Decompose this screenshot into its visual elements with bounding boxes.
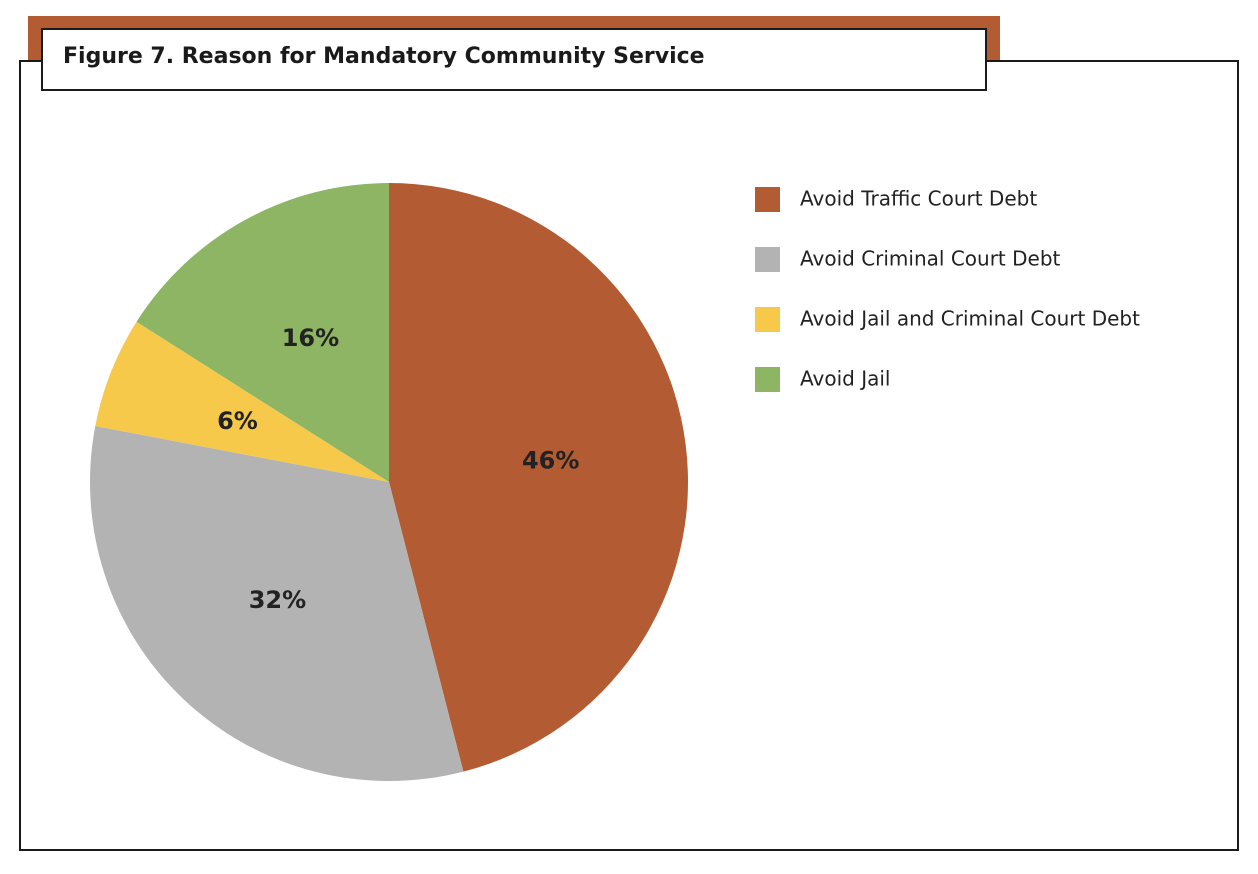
pie: 46% 32% 6% 16%	[89, 183, 689, 781]
slice-label: 46%	[522, 447, 579, 475]
slice-label: 6%	[217, 407, 258, 435]
slice-label: 16%	[282, 324, 339, 352]
legend: Avoid Traffic Court Debt Avoid Criminal C…	[755, 187, 1140, 392]
legend-label: Avoid Traffic Court Debt	[800, 187, 1037, 211]
legend-label: Avoid Jail	[800, 367, 890, 391]
pie-slice	[95, 321, 389, 482]
legend-swatch	[755, 367, 780, 392]
legend-swatch	[755, 247, 780, 272]
legend-swatch	[755, 307, 780, 332]
slice-label: 32%	[249, 586, 306, 614]
pie-slice	[89, 425, 464, 781]
title-box	[41, 28, 987, 91]
legend-label: Avoid Criminal Court Debt	[800, 247, 1061, 271]
chart-title: Figure 7. Reason for Mandatory Community…	[63, 44, 705, 69]
legend-swatch	[755, 187, 780, 212]
pie-slice	[136, 183, 389, 482]
pie-slice	[389, 183, 689, 772]
legend-label: Avoid Jail and Criminal Court Debt	[800, 307, 1140, 331]
